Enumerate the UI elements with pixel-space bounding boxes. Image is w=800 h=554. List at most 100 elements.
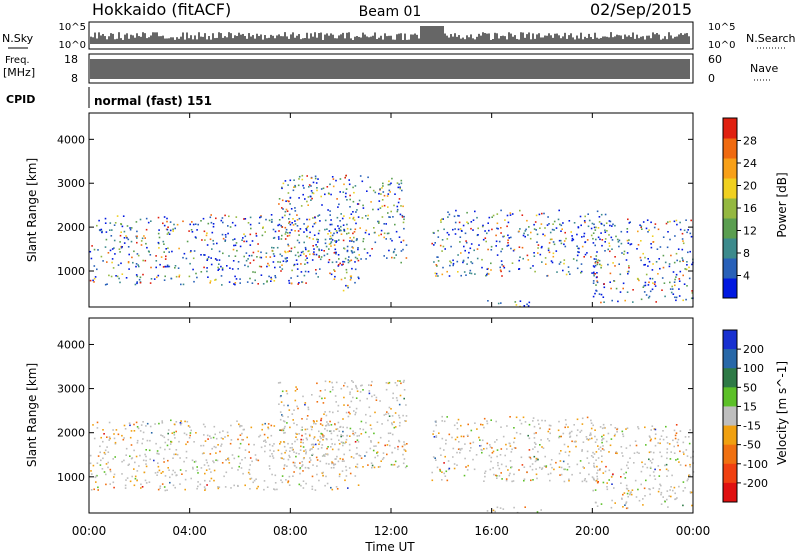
echo-point bbox=[399, 421, 401, 424]
echo-point bbox=[548, 424, 551, 427]
echo-point bbox=[107, 461, 109, 464]
echo-point bbox=[392, 464, 394, 466]
echo-point bbox=[288, 222, 290, 224]
echo-point bbox=[485, 274, 487, 277]
echo-point bbox=[332, 178, 335, 180]
echo-point bbox=[259, 434, 262, 437]
echo-point bbox=[262, 283, 265, 285]
echo-point bbox=[614, 427, 617, 429]
echo-point bbox=[130, 444, 133, 446]
echo-point bbox=[622, 435, 625, 438]
echo-point bbox=[324, 228, 326, 231]
echo-point bbox=[238, 447, 241, 449]
echo-point bbox=[242, 439, 244, 441]
echo-point bbox=[507, 234, 509, 237]
echo-point bbox=[145, 217, 148, 220]
echo-point bbox=[272, 247, 275, 249]
echo-point bbox=[381, 423, 383, 425]
echo-point bbox=[290, 282, 293, 285]
echo-point bbox=[569, 436, 571, 438]
echo-point bbox=[323, 254, 326, 257]
echo-point bbox=[203, 254, 205, 256]
echo-point bbox=[352, 200, 355, 203]
echo-point bbox=[677, 248, 680, 250]
echo-point bbox=[101, 230, 103, 233]
echo-point bbox=[636, 451, 639, 454]
echo-point bbox=[490, 460, 492, 463]
echo-point bbox=[308, 433, 311, 436]
echo-point bbox=[298, 282, 300, 284]
echo-point bbox=[280, 429, 283, 432]
echo-point bbox=[246, 436, 248, 439]
echo-point bbox=[365, 421, 367, 424]
echo-point bbox=[679, 221, 681, 224]
echo-point bbox=[600, 266, 602, 269]
echo-point bbox=[628, 265, 630, 267]
echo-point bbox=[140, 487, 142, 489]
echo-point bbox=[318, 255, 320, 257]
echo-point bbox=[209, 280, 212, 282]
echo-point bbox=[141, 237, 144, 240]
echo-point bbox=[373, 394, 376, 396]
echo-point bbox=[682, 260, 684, 262]
echo-point bbox=[166, 264, 169, 267]
echo-point bbox=[548, 251, 551, 254]
echo-point bbox=[313, 436, 316, 438]
echo-point bbox=[528, 437, 531, 440]
echo-point bbox=[674, 278, 676, 281]
echo-point bbox=[330, 219, 332, 221]
echo-point bbox=[112, 481, 115, 484]
echo-point bbox=[148, 449, 151, 452]
echo-point bbox=[558, 436, 560, 439]
echo-point bbox=[689, 475, 691, 477]
echo-point bbox=[675, 219, 678, 222]
echo-point bbox=[213, 445, 216, 448]
echo-point bbox=[194, 236, 197, 238]
echo-point bbox=[385, 238, 387, 240]
echo-point bbox=[500, 232, 502, 234]
echo-point bbox=[379, 465, 381, 468]
echo-point bbox=[448, 467, 451, 470]
echo-point bbox=[595, 255, 598, 257]
echo-point bbox=[593, 462, 595, 465]
echo-point bbox=[629, 221, 631, 223]
echo-point bbox=[211, 248, 213, 250]
echo-point bbox=[301, 465, 303, 468]
echo-point bbox=[352, 217, 354, 220]
echo-point bbox=[102, 429, 104, 431]
echo-point bbox=[474, 273, 476, 275]
echo-point bbox=[117, 264, 120, 266]
echo-point bbox=[367, 464, 369, 466]
echo-point bbox=[595, 258, 597, 260]
echo-point bbox=[313, 444, 315, 446]
echo-point bbox=[281, 187, 283, 190]
echo-point bbox=[623, 253, 625, 255]
echo-point bbox=[341, 441, 344, 444]
echo-point bbox=[500, 472, 502, 474]
echo-point bbox=[529, 465, 532, 468]
echo-point bbox=[540, 439, 542, 441]
echo-point bbox=[220, 445, 222, 447]
echo-point bbox=[273, 280, 276, 282]
echo-point bbox=[519, 300, 522, 302]
echo-point bbox=[445, 439, 447, 441]
echo-point bbox=[306, 428, 309, 430]
echo-point bbox=[345, 411, 348, 414]
echo-point bbox=[454, 221, 457, 224]
echo-point bbox=[472, 441, 475, 444]
echo-point bbox=[690, 235, 693, 238]
echo-point bbox=[679, 464, 682, 466]
echo-point bbox=[639, 256, 642, 259]
echo-point bbox=[328, 259, 331, 261]
echo-point bbox=[492, 450, 495, 453]
echo-point bbox=[391, 423, 394, 426]
echo-point bbox=[269, 455, 271, 458]
echo-point bbox=[606, 486, 608, 488]
echo-point bbox=[107, 451, 110, 453]
echo-point bbox=[304, 246, 307, 249]
echo-point bbox=[289, 447, 292, 449]
echo-point bbox=[220, 275, 223, 277]
echo-point bbox=[355, 386, 357, 388]
echo-point bbox=[286, 232, 289, 234]
echo-point bbox=[637, 244, 640, 246]
